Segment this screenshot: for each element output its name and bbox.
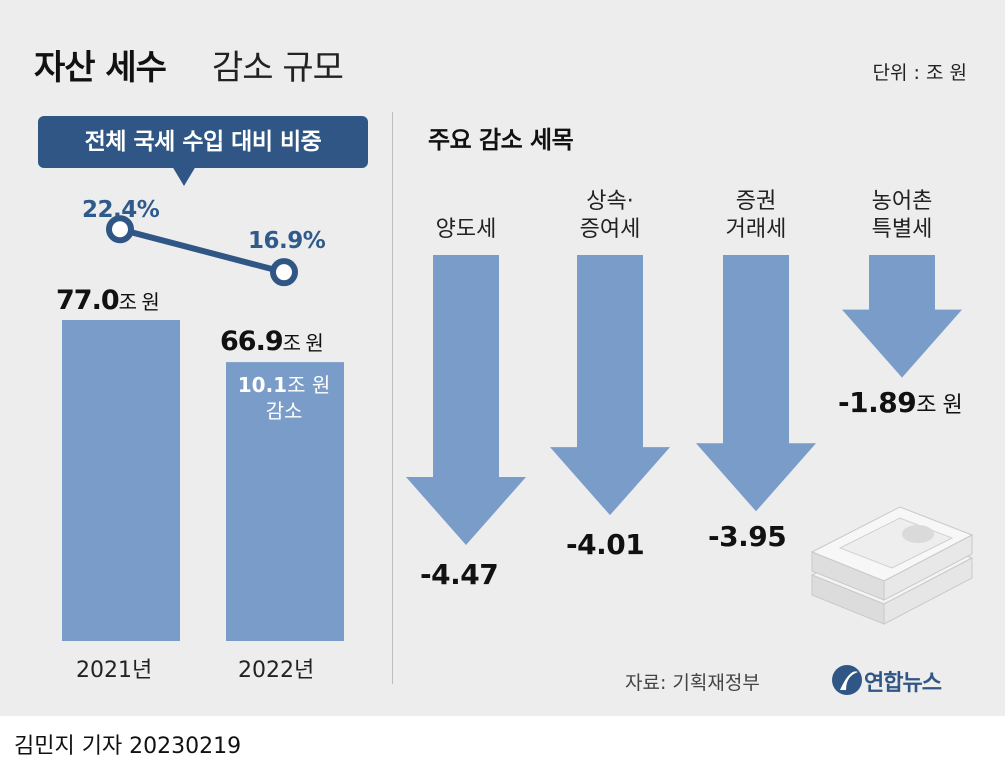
money-stack-icon bbox=[810, 506, 974, 625]
bar-value-2021: 77.0조 원 bbox=[56, 285, 160, 316]
bar-value-number: 77.0 bbox=[56, 285, 120, 316]
decrease-arrow bbox=[696, 255, 816, 512]
arrow-value-unit: 조 원 bbox=[916, 393, 963, 418]
category-label-line: 양도세 bbox=[435, 217, 497, 242]
bar-value-unit: 조 원 bbox=[118, 290, 160, 314]
decrease-arrow bbox=[550, 255, 670, 516]
arrow-value-label: -3.95 bbox=[708, 520, 787, 553]
bar-value-2022: 66.9조 원 bbox=[220, 326, 324, 357]
revenue-bar bbox=[62, 320, 180, 641]
ratio-label-2021: 22.4% bbox=[82, 197, 160, 223]
bar-value-unit: 조 원 bbox=[282, 331, 324, 355]
ratio-point bbox=[270, 258, 298, 287]
arrow-value-label: -4.01 bbox=[566, 528, 645, 561]
yonhap-logo-icon bbox=[832, 665, 862, 695]
section-title: 주요 감소 세목 bbox=[428, 126, 574, 154]
decrease-amount: 10.1조 원 bbox=[228, 372, 340, 398]
unit-label: 단위 : 조 원 bbox=[872, 62, 967, 84]
category-label-line: 특별세 bbox=[871, 217, 933, 242]
money-stack-illustration bbox=[810, 506, 974, 625]
chart-subtitle: 감소 규모 bbox=[212, 48, 344, 88]
ratio-point bbox=[106, 215, 134, 244]
logo-mark bbox=[832, 665, 862, 695]
bar-value-number: 66.9 bbox=[220, 326, 284, 357]
ratio-label-2022: 16.9% bbox=[248, 228, 326, 254]
x-tick-2022: 2022년 bbox=[238, 658, 315, 683]
decrease-arrow bbox=[842, 255, 962, 378]
decrease-unit: 조 원 bbox=[287, 373, 331, 397]
source-note: 자료: 기획재정부 bbox=[625, 672, 760, 694]
callout-pointer bbox=[172, 166, 196, 186]
category-label: 상속· 증여세 bbox=[540, 188, 680, 244]
decrease-label: 감소 bbox=[265, 399, 303, 423]
byline: 김민지 기자 20230219 bbox=[14, 734, 242, 759]
category-label: 양도세 bbox=[396, 216, 536, 244]
left-chart-svg bbox=[62, 215, 344, 641]
category-label-line: 증권 bbox=[735, 189, 777, 214]
category-label-line: 증여세 bbox=[579, 217, 641, 242]
revenue-bar bbox=[226, 362, 344, 641]
right-chart-svg bbox=[406, 255, 962, 545]
category-label-line: 거래세 bbox=[725, 217, 787, 242]
category-label-line: 농어촌 bbox=[871, 189, 933, 214]
ratio-line bbox=[119, 226, 285, 276]
x-tick-2021: 2021년 bbox=[76, 658, 153, 683]
decrease-arrow bbox=[406, 255, 526, 545]
logo-text: 연합뉴스 bbox=[864, 671, 942, 696]
category-label-line: 상속· bbox=[586, 189, 634, 214]
arrow-value-number: -1.89 bbox=[838, 386, 917, 419]
arrow-value-label: -4.47 bbox=[420, 558, 499, 591]
panel-divider bbox=[392, 112, 393, 684]
ratio-callout: 전체 국세 수입 대비 비중 bbox=[38, 116, 368, 168]
chart-title: 자산 세수 bbox=[34, 48, 167, 88]
decrease-number: 10.1 bbox=[237, 373, 288, 397]
decrease-annotation: 10.1조 원 감소 bbox=[228, 372, 340, 424]
arrow-value-label: -1.89조 원 bbox=[838, 386, 963, 419]
